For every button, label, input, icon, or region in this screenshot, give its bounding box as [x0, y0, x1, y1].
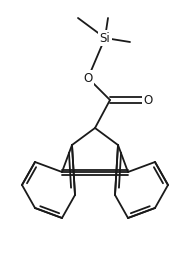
- Text: Si: Si: [100, 31, 110, 45]
- Text: O: O: [143, 93, 153, 106]
- Text: O: O: [83, 71, 93, 84]
